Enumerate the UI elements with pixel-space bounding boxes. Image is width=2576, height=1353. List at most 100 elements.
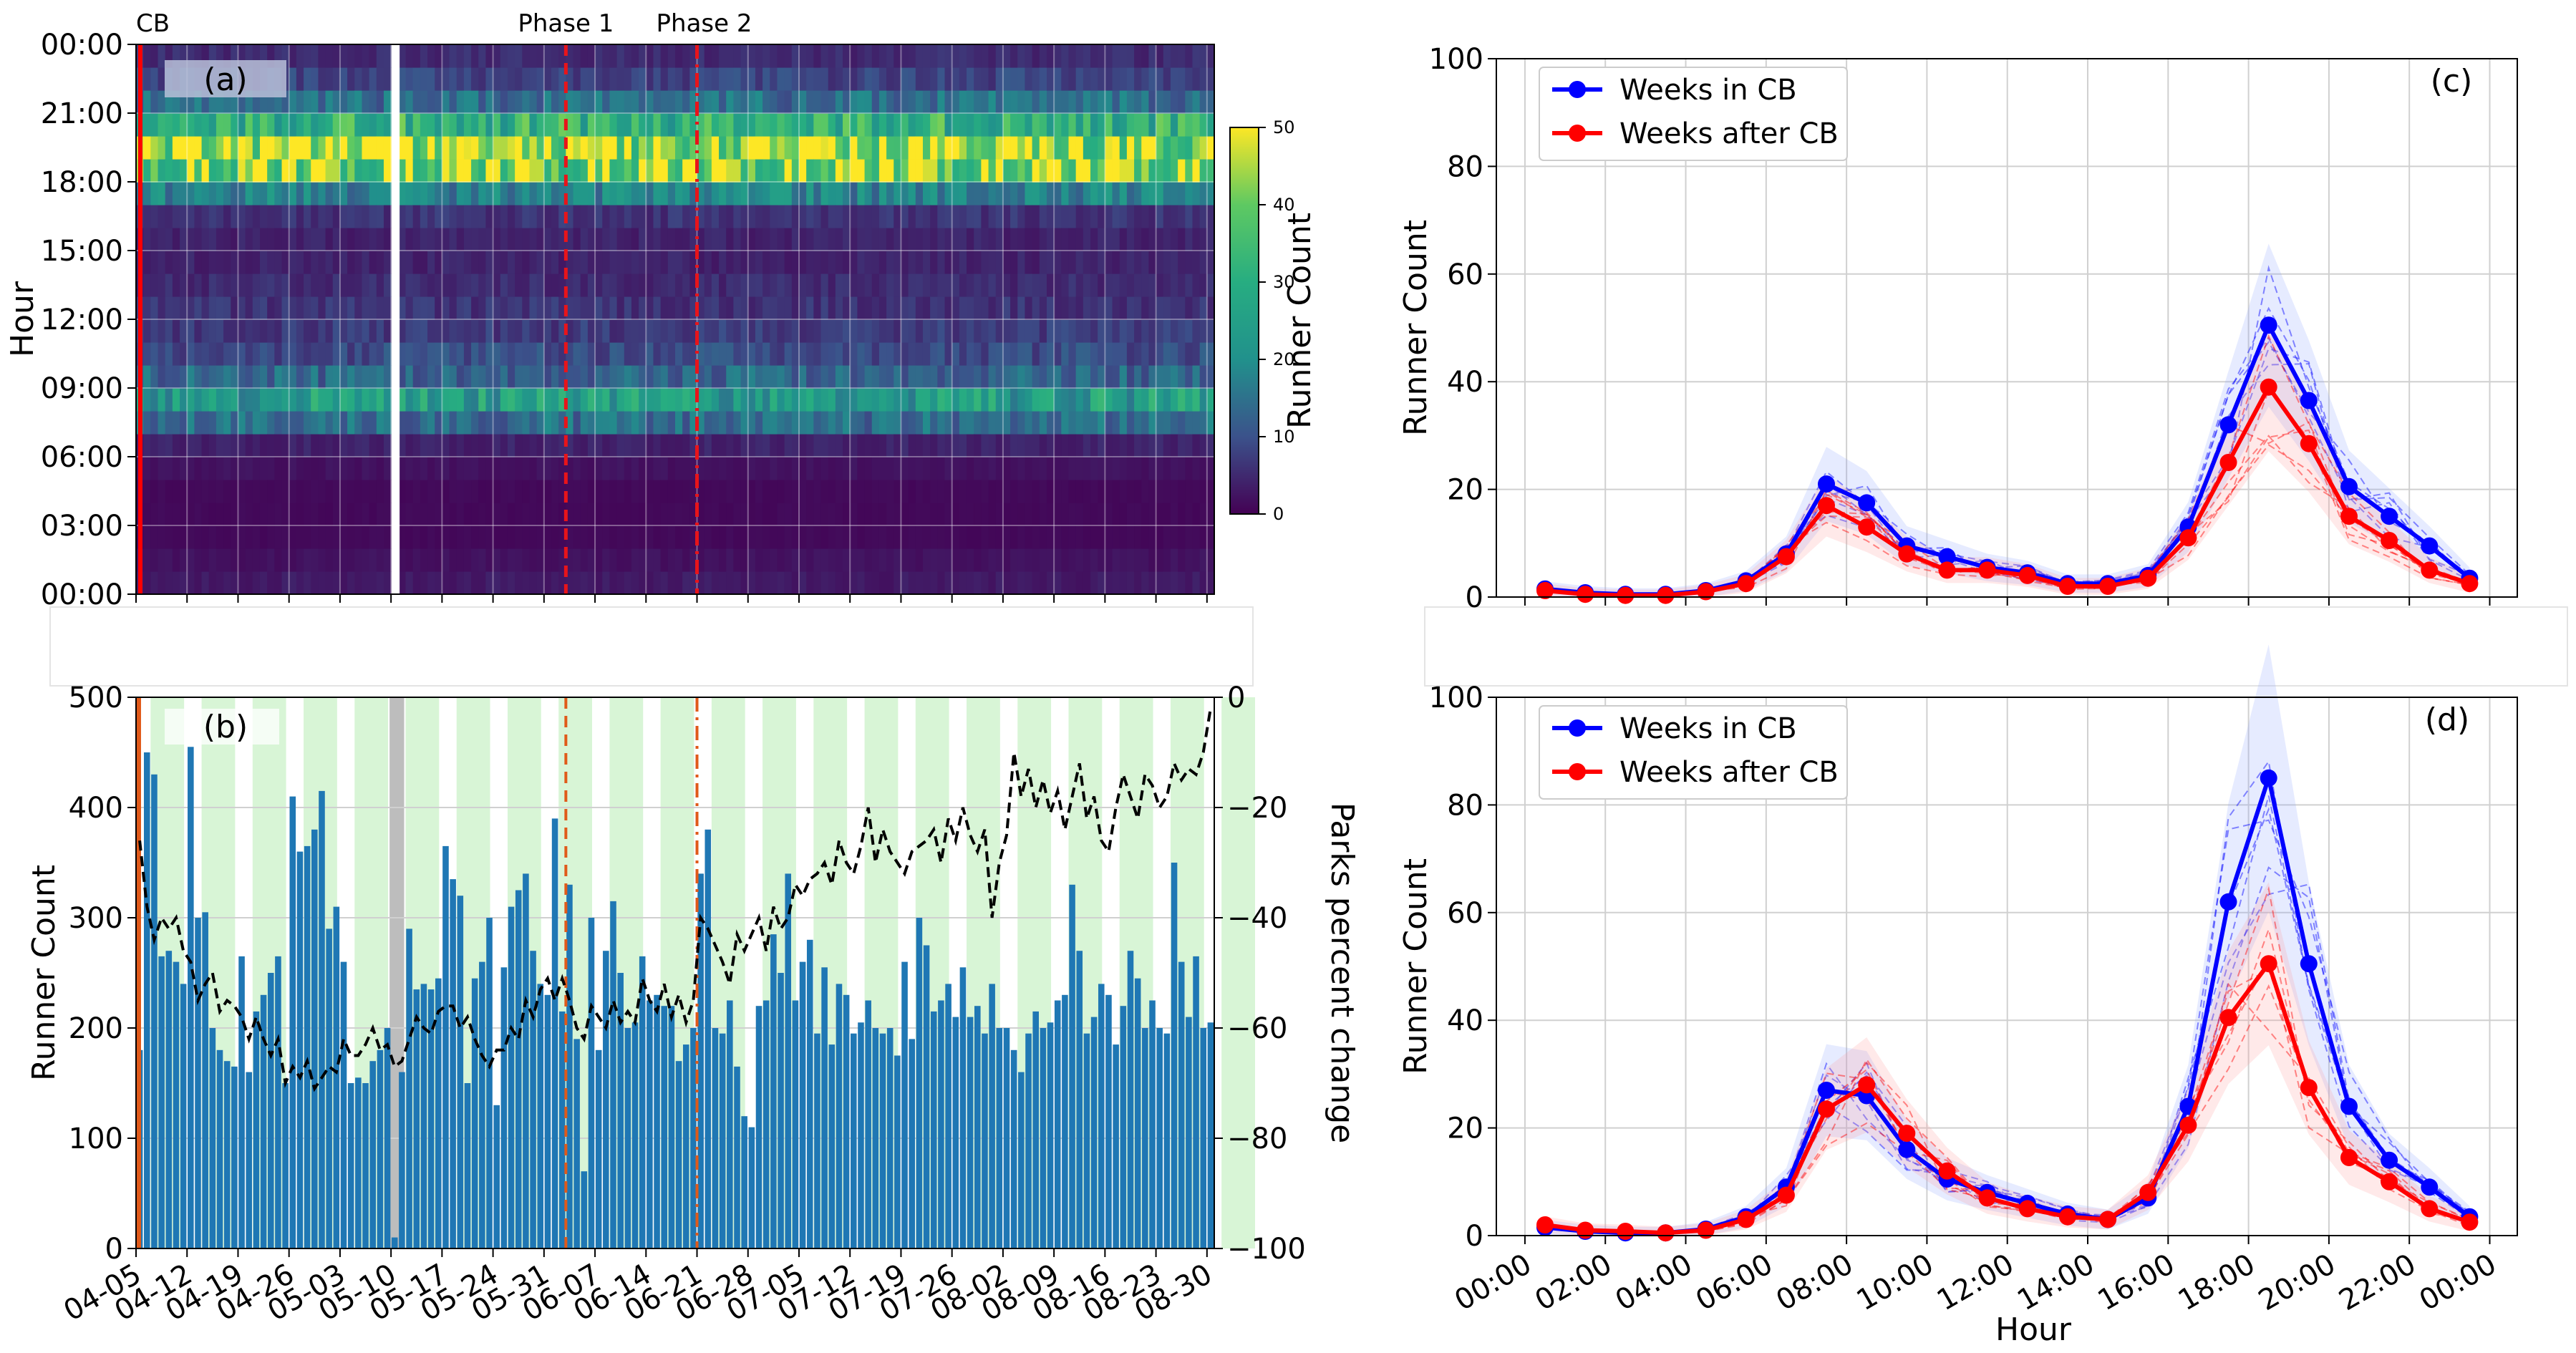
heatmap-cell <box>573 457 581 480</box>
heatmap-cell <box>267 503 275 526</box>
heatmap-cell <box>595 113 603 137</box>
heatmap-cell <box>267 525 275 549</box>
heatmap-cell <box>420 205 428 228</box>
heatmap-cell <box>281 457 290 480</box>
heatmap-cell <box>405 205 414 228</box>
heatmap-cell <box>864 319 873 343</box>
heatmap-cell <box>318 411 326 435</box>
heatmap-cell <box>558 434 566 457</box>
heatmap-cell <box>967 296 974 320</box>
bar <box>450 879 456 1248</box>
heatmap-cell <box>515 548 523 572</box>
heatmap-cell <box>1199 251 1208 274</box>
heatmap-cell <box>1134 228 1142 251</box>
heatmap-cell <box>646 342 654 366</box>
heatmap-cell <box>412 251 421 274</box>
heatmap-cell <box>944 205 953 228</box>
bar <box>275 956 281 1248</box>
heatmap-cell <box>223 228 231 251</box>
heatmap-cell <box>1046 228 1055 251</box>
heatmap-cell <box>930 205 938 228</box>
heatmap-cell <box>1032 67 1040 91</box>
heatmap-cell <box>1002 571 1011 595</box>
heatmap-cell <box>449 205 457 228</box>
heatmap-cell <box>660 457 669 480</box>
heatmap-cell <box>915 434 924 457</box>
heatmap-cell <box>471 228 479 251</box>
heatmap-cell <box>639 44 647 68</box>
heatmap-cell <box>1002 251 1011 274</box>
heatmap-cell <box>493 411 501 435</box>
heatmap-cell <box>478 159 487 183</box>
heatmap-cell <box>412 388 421 412</box>
heatmap-cell <box>952 503 960 526</box>
panel-d-legend-box <box>1539 705 1848 800</box>
heatmap-cell <box>573 159 581 183</box>
heatmap-cell <box>158 182 166 205</box>
heatmap-cell <box>515 113 523 137</box>
heatmap-cell <box>543 571 552 595</box>
heatmap-cell <box>820 411 829 435</box>
heatmap-cell <box>682 365 690 389</box>
heatmap-cell <box>733 548 742 572</box>
heatmap-cell <box>274 44 283 68</box>
bar <box>989 984 995 1248</box>
heatmap-cell <box>493 342 501 366</box>
heatmap-cell <box>442 342 450 366</box>
heatmap-cell <box>1090 90 1098 114</box>
heatmap-cell <box>631 342 639 366</box>
heatmap-cell <box>449 342 457 366</box>
heatmap-cell <box>180 365 188 389</box>
heatmap-cell <box>944 136 953 160</box>
heatmap-cell <box>1002 228 1011 251</box>
heatmap-cell <box>1090 273 1098 297</box>
heatmap-cell <box>362 273 370 297</box>
heatmap-cell <box>740 273 749 297</box>
heatmap-cell <box>1119 67 1128 91</box>
heatmap-cell <box>485 159 494 183</box>
heatmap-cell <box>543 525 552 549</box>
heatmap-cell <box>857 503 866 526</box>
heatmap-cell <box>813 434 822 457</box>
heatmap-cell <box>412 273 421 297</box>
heatmap-cell <box>587 113 596 137</box>
heatmap-cell <box>777 548 785 572</box>
heatmap-cell <box>631 228 639 251</box>
heatmap-cell <box>1025 342 1033 366</box>
heatmap-cell <box>1046 44 1055 68</box>
heatmap-cell <box>311 457 319 480</box>
heatmap-cell <box>747 182 756 205</box>
heatmap-cell <box>988 182 997 205</box>
heatmap-cell <box>988 251 997 274</box>
heatmap-cell <box>704 90 712 114</box>
heatmap-cell <box>318 205 326 228</box>
heatmap-cell <box>1025 571 1033 595</box>
heatmap-cell <box>609 388 618 412</box>
heatmap-cell <box>463 319 472 343</box>
heatmap-cell <box>478 365 487 389</box>
heatmap-cell <box>420 90 428 114</box>
heatmap-cell <box>719 273 727 297</box>
heatmap-cell <box>267 113 275 137</box>
heatmap-cell <box>158 228 166 251</box>
heatmap-cell <box>1192 136 1201 160</box>
heatmap-cell <box>231 182 239 205</box>
bar-y2-ticks: 0−20−40−60−80−100 <box>1214 682 1306 1266</box>
bar <box>755 1006 762 1248</box>
heatmap-cell <box>500 411 508 435</box>
heatmap-cell <box>398 228 407 251</box>
heatmap-cell <box>616 411 625 435</box>
heatmap-cell <box>798 388 807 412</box>
heatmap-cell <box>580 136 589 160</box>
heatmap-cell <box>995 548 1004 572</box>
heatmap-cell <box>216 365 224 389</box>
heatmap-cell <box>223 44 231 68</box>
heatmap-cell <box>442 113 450 137</box>
heatmap-cell <box>252 319 261 343</box>
heatmap-cell <box>478 44 487 68</box>
heatmap-cell <box>813 251 822 274</box>
heatmap-cell <box>369 228 377 251</box>
data-point <box>2018 566 2036 584</box>
heatmap-cell <box>689 548 698 572</box>
